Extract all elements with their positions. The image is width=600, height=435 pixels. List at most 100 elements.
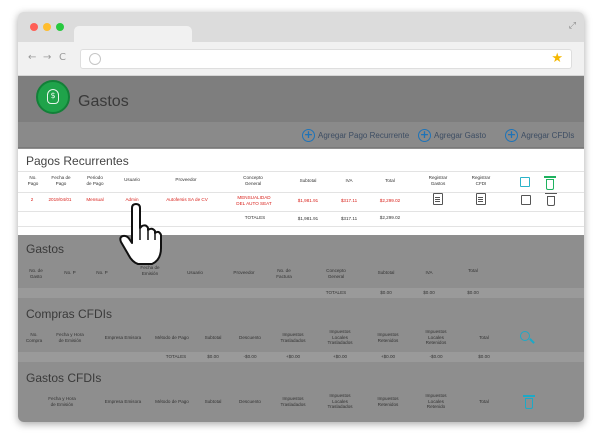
col-descuento: Descuento xyxy=(239,335,261,340)
totals-total: $0.00 xyxy=(478,354,490,359)
col-no-p: No. P xyxy=(64,270,76,275)
col-impuestos-locales-retenidos: Impuestos Locales Retenido xyxy=(425,393,447,409)
totals-impuestos-locales-retenidos: -$0.00 xyxy=(429,354,443,359)
col-total: Total xyxy=(479,335,489,340)
col-impuestos-trasladados: Impuestos Trasladados xyxy=(280,396,306,407)
money-bag-icon: $ xyxy=(47,89,59,104)
edit-all-icon[interactable] xyxy=(520,177,530,187)
col-registrar-gastos: Registrar Gastos xyxy=(428,175,448,186)
col-impuestos-locales-trasladados: Impuestos Locales Trasladados xyxy=(327,329,353,345)
col-metodo: Método de Pago xyxy=(155,399,189,404)
totals-label: TOTALES xyxy=(244,215,266,220)
search-icon[interactable] xyxy=(520,331,530,341)
maximize-window-dot[interactable] xyxy=(56,23,64,31)
page-content: $ Gastos + Agregar Pago Recurrente + Agr… xyxy=(18,76,584,422)
fullscreen-icon[interactable]: ⤢ xyxy=(568,21,576,31)
col-subtotal: Subtotal xyxy=(204,335,222,340)
col-fecha-hora: Fecha y Hora de Emisión xyxy=(56,332,84,343)
totals-impuestos-retenidos: +$0.00 xyxy=(380,354,396,359)
col-fecha-hora: Fecha y Hora de Emisión xyxy=(48,396,76,407)
cell-periodo: Mensual xyxy=(86,197,104,202)
cell-fecha: 2019/04/01 xyxy=(48,197,72,202)
recurring-payments-section: Pagos Recurrentes No. Pago Fecha de Pago… xyxy=(18,149,584,235)
col-fecha-emision: Fecha de Emisión xyxy=(140,265,160,276)
col-iva: IVA xyxy=(345,178,353,183)
plus-circle-icon: + xyxy=(418,127,431,142)
col-impuestos-locales-retenidos: Impuestos Locales Retenidos xyxy=(425,329,447,345)
section-title-gastos-cfdi: Gastos CFDIs xyxy=(26,371,102,385)
bookmark-star-icon[interactable]: ★ xyxy=(551,51,563,66)
hand-pointer-cursor-icon xyxy=(119,203,162,265)
col-subtotal: Subtotal xyxy=(299,178,317,183)
register-cfdi-icon[interactable] xyxy=(476,193,486,205)
minimize-window-dot[interactable] xyxy=(43,23,51,31)
add-expense-button[interactable]: + Agregar Gasto xyxy=(418,127,487,142)
cell-concepto: MENSUALIDAD DEL AUTO SEAT xyxy=(236,195,272,206)
col-usuario: Usuario xyxy=(187,270,203,275)
col-descuento: Descuento xyxy=(239,399,261,404)
forward-button[interactable]: → xyxy=(43,52,52,63)
browser-tab[interactable] xyxy=(74,26,192,42)
app-header: $ Gastos xyxy=(18,76,584,122)
col-empresa: Empresa Emisora xyxy=(104,399,142,404)
col-no-gasto: No. de Gasto xyxy=(29,268,43,279)
cell-proveedor: Autofersis SA de CV xyxy=(166,197,208,202)
globe-icon xyxy=(89,53,101,65)
divider xyxy=(18,192,584,193)
section-title-gastos: Gastos xyxy=(26,242,65,256)
trash-icon[interactable] xyxy=(545,193,557,206)
totals-total: $2,299.02 xyxy=(379,215,401,220)
add-recurring-payment-button[interactable]: + Agregar Pago Recurrente xyxy=(302,127,410,142)
totals-impuestos-trasladados: +$0.00 xyxy=(285,354,301,359)
col-impuestos-trasladados: Impuestos Trasladados xyxy=(280,332,306,343)
title-bar: ⤢ xyxy=(18,12,584,42)
plus-circle-icon: + xyxy=(505,127,518,142)
col-registrar-cfdi: Registrar CFDI xyxy=(471,175,491,186)
add-cfdi-button[interactable]: + Agregar CFDIs xyxy=(505,127,575,142)
register-expense-icon[interactable] xyxy=(433,193,443,205)
col-impuestos-locales-trasladados: Impuestos Locales Trasladados xyxy=(327,393,353,409)
close-window-dot[interactable] xyxy=(30,23,38,31)
plus-circle-icon: + xyxy=(302,127,315,142)
divider xyxy=(18,171,584,172)
col-no-compra: No. Compra xyxy=(25,332,43,343)
col-no-p: No. P xyxy=(96,270,108,275)
totals-impuestos-locales-trasladados: +$0.00 xyxy=(332,354,348,359)
address-bar[interactable]: ★ xyxy=(80,49,572,69)
divider xyxy=(18,226,584,227)
totals-label: TOTALES xyxy=(165,354,187,359)
totals-label: TOTALES xyxy=(325,290,347,295)
action-bar: + Agregar Pago Recurrente + Agregar Gast… xyxy=(18,122,584,148)
totals-descuento: -$0.00 xyxy=(243,354,257,359)
col-impuestos-retenidos: Impuestos Retenidos xyxy=(377,332,399,343)
browser-navbar: ← → C ★ xyxy=(18,42,584,76)
col-proveedor: Proveedor xyxy=(233,270,255,275)
col-total: Total xyxy=(479,399,489,404)
col-total: Total xyxy=(468,268,478,273)
cell-total: $2,299.02 xyxy=(379,198,401,203)
back-button[interactable]: ← xyxy=(28,52,37,63)
col-proveedor: Proveedor xyxy=(175,177,197,182)
col-subtotal: Subtotal xyxy=(204,399,222,404)
col-subtotal: Subtotal xyxy=(377,270,395,275)
delete-all-icon[interactable] xyxy=(544,176,556,190)
totals-row: TOTALES $0.00 -$0.00 +$0.00 +$0.00 +$0.0… xyxy=(18,352,584,362)
cell-iva: $317.11 xyxy=(340,198,358,203)
col-usuario: Usuario xyxy=(124,177,140,182)
col-total: Total xyxy=(385,178,395,183)
cell-usuario: Admin xyxy=(125,197,139,202)
col-no-factura: No. de Factura xyxy=(276,268,292,279)
totals-iva: $0.00 xyxy=(423,290,435,295)
col-impuestos-retenidos: Impuestos Retenidos xyxy=(377,396,399,407)
trash-icon[interactable] xyxy=(523,395,535,409)
edit-icon[interactable] xyxy=(521,195,531,205)
col-no-pago: No. Pago xyxy=(27,175,39,186)
totals-iva: $317.11 xyxy=(340,216,358,221)
app-logo: $ xyxy=(36,80,70,114)
reload-button[interactable]: C xyxy=(59,52,66,63)
cell-subtotal: $1,981.91 xyxy=(297,198,319,203)
col-periodo: Periodo de Pago xyxy=(86,175,104,186)
section-title-recurring: Pagos Recurrentes xyxy=(26,154,129,168)
section-title-compras: Compras CFDIs xyxy=(26,307,113,321)
page-title: Gastos xyxy=(78,93,129,110)
